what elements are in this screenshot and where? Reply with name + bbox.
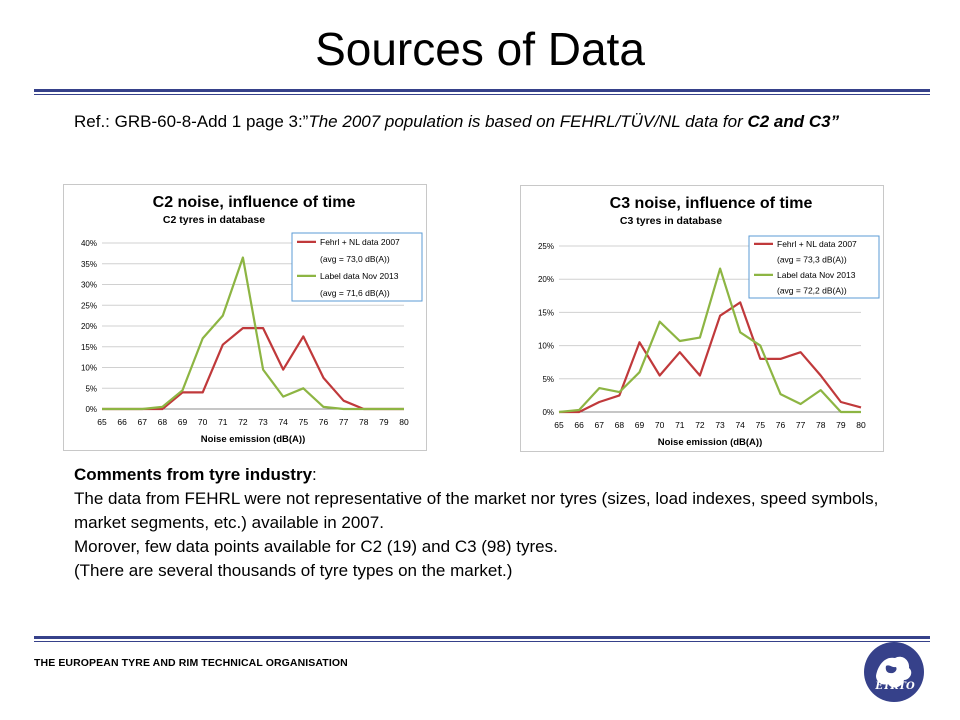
x-tick-label: 72 (238, 417, 248, 427)
chart-subtitle: C3 tyres in database (620, 215, 722, 227)
x-tick-label: 80 (399, 417, 409, 427)
x-tick-label: 76 (776, 420, 786, 430)
bottom-rule-thin (34, 641, 930, 642)
chart-legend (748, 235, 880, 299)
x-tick-label: 69 (178, 417, 188, 427)
x-tick-label: 68 (158, 417, 168, 427)
x-tick-label: 72 (695, 420, 705, 430)
etrto-logo: ETRTO (864, 642, 924, 702)
c3-chart: C3 noise, influence of time C3 tyres in d… (520, 185, 884, 452)
x-tick-label: 67 (595, 420, 605, 430)
x-tick-label: 68 (615, 420, 625, 430)
reference-prefix: Ref.: GRB-60-8-Add 1 page 3:” (74, 112, 309, 131)
comments-heading: Comments from tyre industry (74, 465, 313, 484)
c2-chart: C2 noise, influence of time C2 tyres in d… (63, 184, 427, 451)
y-tick-label: 0% (542, 408, 554, 417)
x-tick-label: 65 (97, 417, 107, 427)
x-axis-label: Noise emission (dB(A)) (658, 437, 763, 448)
y-tick-label: 5% (542, 375, 554, 384)
legend-note: (avg = 71,6 dB(A)) (320, 288, 390, 298)
x-tick-label: 70 (655, 420, 665, 430)
x-tick-label: 78 (816, 420, 826, 430)
y-tick-label: 40% (81, 239, 97, 248)
y-tick-label: 5% (85, 384, 97, 393)
legend-note: (avg = 72,2 dB(A)) (777, 285, 847, 295)
series-line-fehrl-2007 (559, 301, 862, 414)
comment-line: The data from FEHRL were not representat… (74, 489, 879, 532)
x-tick-label: 65 (554, 420, 564, 430)
c2-chart-svg: C2 noise, influence of time C2 tyres in d… (81, 194, 423, 445)
x-tick-label: 67 (138, 417, 148, 427)
x-tick-label: 77 (339, 417, 349, 427)
chart-subtitle: C2 tyres in database (163, 214, 265, 226)
legend-note: (avg = 73,3 dB(A)) (777, 254, 847, 264)
legend-label: Fehrl + NL data 2007 (320, 237, 400, 247)
x-tick-label: 74 (278, 417, 288, 427)
x-tick-label: 75 (299, 417, 309, 427)
x-tick-label: 79 (379, 417, 389, 427)
x-tick-label: 75 (756, 420, 766, 430)
legend-note: (avg = 73,0 dB(A)) (320, 254, 390, 264)
x-tick-label: 69 (635, 420, 645, 430)
series-line-fehrl-2007 (102, 327, 404, 411)
x-tick-label: 74 (735, 420, 745, 430)
x-tick-label: 77 (796, 420, 806, 430)
reference-text: Ref.: GRB-60-8-Add 1 page 3:”The 2007 po… (74, 104, 914, 140)
y-tick-label: 30% (81, 281, 97, 290)
x-tick-label: 66 (574, 420, 584, 430)
chart-title: C3 noise, influence of time (610, 195, 813, 212)
top-rule-thick (34, 89, 930, 92)
x-tick-label: 66 (117, 417, 127, 427)
chart-title: C2 noise, influence of time (153, 194, 356, 211)
series-line-label-2013 (102, 256, 404, 411)
x-tick-label: 70 (198, 417, 208, 427)
series-line-label-2013 (558, 267, 861, 414)
footer-organisation: THE EUROPEAN TYRE AND RIM TECHNICAL ORGA… (34, 657, 348, 669)
y-tick-label: 35% (81, 260, 97, 269)
x-tick-label: 79 (836, 420, 846, 430)
y-tick-label: 10% (81, 364, 97, 373)
y-tick-label: 25% (538, 242, 554, 251)
x-tick-label: 76 (319, 417, 329, 427)
logo-text: ETRTO (874, 681, 915, 692)
reference-quote-bold: C2 and C3” (747, 112, 840, 131)
comments-block: Comments from tyre industry: The data fr… (74, 463, 894, 583)
y-tick-label: 20% (81, 322, 97, 331)
top-rule-thin (34, 94, 930, 95)
y-tick-label: 15% (538, 308, 554, 317)
y-tick-label: 0% (85, 405, 97, 414)
c3-chart-svg: C3 noise, influence of time C3 tyres in d… (538, 195, 880, 448)
x-tick-label: 73 (258, 417, 268, 427)
comment-line: (There are several thousands of tyre typ… (74, 561, 513, 580)
y-tick-label: 20% (538, 275, 554, 284)
comment-line: Morover, few data points available for C… (74, 537, 558, 556)
x-tick-label: 78 (359, 417, 369, 427)
reference-quote: The 2007 population is based on FEHRL/TÜ… (308, 112, 748, 131)
y-tick-label: 15% (81, 343, 97, 352)
x-tick-label: 71 (218, 417, 228, 427)
slide-title: Sources of Data (315, 23, 645, 75)
bottom-rule-thick (34, 636, 930, 639)
legend-label: Label data Nov 2013 (320, 271, 399, 281)
y-tick-label: 10% (538, 342, 554, 351)
y-tick-label: 25% (81, 301, 97, 310)
x-tick-label: 80 (856, 420, 866, 430)
x-axis-label: Noise emission (dB(A)) (201, 434, 306, 445)
legend-label: Fehrl + NL data 2007 (777, 239, 857, 249)
x-tick-label: 73 (715, 420, 725, 430)
chart-legend (291, 232, 423, 302)
comments-colon: : (312, 465, 317, 484)
legend-label: Label data Nov 2013 (777, 270, 856, 280)
x-tick-label: 71 (675, 420, 685, 430)
